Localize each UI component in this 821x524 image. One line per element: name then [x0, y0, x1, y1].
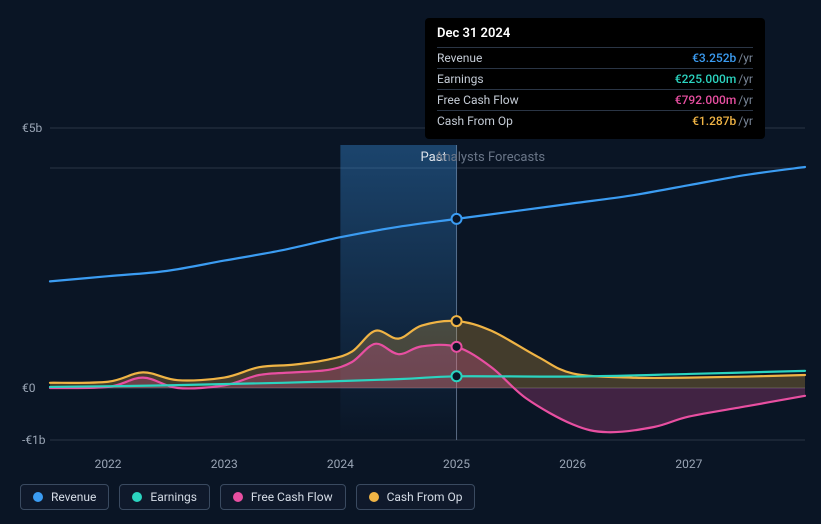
x-tick-label: 2023: [211, 457, 238, 471]
tooltip-row-value: €1.287b/yr: [692, 114, 753, 128]
legend-label: Free Cash Flow: [251, 490, 333, 504]
chart-legend: Revenue Earnings Free Cash Flow Cash From O…: [20, 484, 475, 510]
legend-item-fcf[interactable]: Free Cash Flow: [220, 484, 346, 510]
legend-label: Earnings: [150, 490, 197, 504]
legend-item-revenue[interactable]: Revenue: [20, 484, 109, 510]
legend-label: Revenue: [51, 490, 96, 504]
y-tick-label: €5b: [22, 121, 42, 135]
x-tick-label: 2026: [559, 457, 586, 471]
y-tick-label: €0: [22, 381, 36, 395]
legend-swatch-icon: [369, 492, 379, 502]
y-tick-label: -€1b: [22, 433, 46, 447]
legend-swatch-icon: [233, 492, 243, 502]
tooltip-row-value: €3.252b/yr: [692, 51, 753, 65]
tooltip-row-label: Earnings: [437, 72, 484, 86]
legend-item-cash_op[interactable]: Cash From Op: [356, 484, 476, 510]
financials-chart: €5b€0-€1b 202220232024202520262027 Past …: [0, 0, 821, 524]
legend-label: Cash From Op: [387, 490, 463, 504]
tooltip-title: Dec 31 2024: [437, 26, 753, 47]
legend-item-earnings[interactable]: Earnings: [119, 484, 210, 510]
tooltip-row-label: Revenue: [437, 51, 482, 65]
legend-swatch-icon: [132, 492, 142, 502]
marker-earnings: [452, 371, 462, 381]
tooltip-row: Earnings €225.000m/yr: [437, 68, 753, 89]
x-tick-label: 2027: [675, 457, 702, 471]
marker-revenue: [452, 214, 462, 224]
tooltip-row: Revenue €3.252b/yr: [437, 47, 753, 68]
x-tick-label: 2024: [327, 457, 354, 471]
tooltip-row-label: Free Cash Flow: [437, 93, 519, 107]
tooltip-row-value: €225.000m/yr: [675, 72, 753, 86]
forecast-label: Analysts Forecasts: [435, 150, 545, 165]
chart-tooltip: Dec 31 2024 Revenue €3.252b/yr Earnings €22…: [425, 18, 765, 139]
tooltip-row-value: €792.000m/yr: [675, 93, 753, 107]
tooltip-row: Free Cash Flow €792.000m/yr: [437, 89, 753, 110]
legend-swatch-icon: [33, 492, 43, 502]
tooltip-row-label: Cash From Op: [437, 114, 513, 128]
x-tick-label: 2022: [95, 457, 122, 471]
x-tick-label: 2025: [443, 457, 470, 471]
marker-fcf: [452, 342, 462, 352]
marker-cash_op: [452, 316, 462, 326]
tooltip-row: Cash From Op €1.287b/yr: [437, 110, 753, 131]
